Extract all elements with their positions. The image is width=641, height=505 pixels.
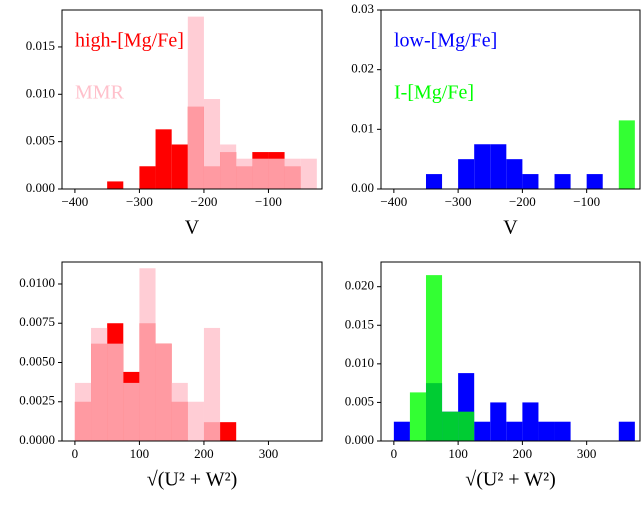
hist-bar	[220, 422, 237, 441]
hist-bar	[490, 402, 507, 441]
legend-label: I-[Mg/Fe]	[394, 82, 474, 104]
hist-bar	[474, 421, 491, 441]
hist-bar	[107, 181, 124, 189]
hist-bar	[236, 158, 253, 189]
hist-bar	[187, 401, 204, 441]
x-axis-label: V	[185, 217, 200, 239]
x-tick-label: 300	[577, 446, 597, 461]
hist-bar	[409, 392, 426, 441]
hist-bar	[522, 174, 539, 189]
y-tick-label: 0.0000	[19, 432, 55, 447]
legend-label: high-[Mg/Fe]	[75, 30, 184, 52]
x-tick-label: −400	[380, 194, 407, 209]
hist-bar	[425, 174, 443, 189]
hist-bar	[203, 99, 221, 189]
y-tick-label: 0.015	[26, 38, 55, 53]
x-tick-label: 100	[130, 446, 150, 461]
x-tick-label: −300	[126, 194, 153, 209]
hist-bar	[393, 421, 410, 441]
hist-bar	[490, 144, 507, 189]
hist-bar	[155, 343, 172, 441]
hist-bar	[458, 159, 475, 189]
hist-bar	[284, 158, 301, 189]
hist-bar	[220, 144, 237, 189]
x-tick-label: −100	[573, 194, 600, 209]
x-axis-label: √(U² + W²)	[465, 469, 556, 491]
x-tick-label: 200	[194, 446, 214, 461]
y-tick-label: 0.02	[351, 61, 374, 76]
hist-bar	[107, 343, 124, 441]
legend-label: MMR	[75, 82, 125, 104]
x-tick-label: 0	[391, 446, 398, 461]
hist-bar	[74, 382, 92, 441]
axes-frame	[61, 9, 323, 190]
hist-bar	[442, 411, 459, 441]
hist-bar	[425, 275, 443, 441]
hist-bar	[586, 174, 603, 189]
axes-frame	[61, 261, 323, 442]
legend-label: low-[Mg/Fe]	[394, 30, 497, 52]
y-tick-label: 0.005	[345, 393, 374, 408]
x-tick-label: −200	[509, 194, 536, 209]
hist-bar	[252, 158, 269, 189]
hist-bar	[618, 120, 635, 189]
hist-bar	[155, 129, 172, 189]
y-tick-label: 0.03	[351, 1, 374, 16]
hist-bar	[522, 402, 539, 441]
hist-bar	[187, 16, 204, 190]
y-tick-label: 0.0025	[19, 393, 55, 408]
y-tick-label: 0.00	[351, 180, 374, 195]
hist-bar	[171, 382, 188, 441]
hist-bar	[538, 421, 555, 441]
hist-bar	[506, 421, 523, 441]
y-tick-label: 0.000	[26, 180, 55, 195]
x-tick-label: −100	[255, 194, 282, 209]
hist-bar	[300, 158, 317, 189]
hist-bar	[91, 327, 108, 441]
y-tick-label: 0.020	[345, 278, 374, 293]
x-tick-label: 200	[513, 446, 533, 461]
x-tick-label: −300	[445, 194, 472, 209]
x-axis-label: V	[503, 217, 518, 239]
axes-frame	[380, 9, 641, 190]
hist-bar	[618, 421, 635, 441]
hist-bar	[474, 144, 491, 189]
y-tick-label: 0.010	[345, 355, 374, 370]
y-tick-label: 0.000	[345, 432, 374, 447]
hist-bar	[554, 174, 571, 189]
hist-bar	[171, 144, 188, 189]
x-tick-label: 100	[448, 446, 468, 461]
hist-bar	[506, 159, 523, 189]
x-tick-label: 0	[72, 446, 79, 461]
x-tick-label: −400	[61, 194, 88, 209]
y-tick-label: 0.0075	[19, 314, 55, 329]
y-tick-label: 0.0100	[19, 275, 55, 290]
x-tick-label: 300	[259, 446, 279, 461]
y-tick-label: 0.0050	[19, 353, 55, 368]
y-tick-label: 0.015	[345, 316, 374, 331]
hist-bar	[203, 327, 221, 441]
y-tick-label: 0.010	[26, 85, 55, 100]
y-tick-label: 0.01	[351, 120, 374, 135]
x-axis-label: √(U² + W²)	[147, 469, 238, 491]
hist-bar	[139, 166, 156, 189]
hist-bar	[458, 411, 475, 441]
hist-bar	[123, 382, 140, 441]
hist-bar	[268, 158, 285, 189]
hist-bar	[554, 421, 571, 441]
axes-frame	[380, 261, 641, 442]
x-tick-label: −200	[191, 194, 218, 209]
y-tick-label: 0.005	[26, 133, 55, 148]
hist-bar	[139, 268, 156, 441]
